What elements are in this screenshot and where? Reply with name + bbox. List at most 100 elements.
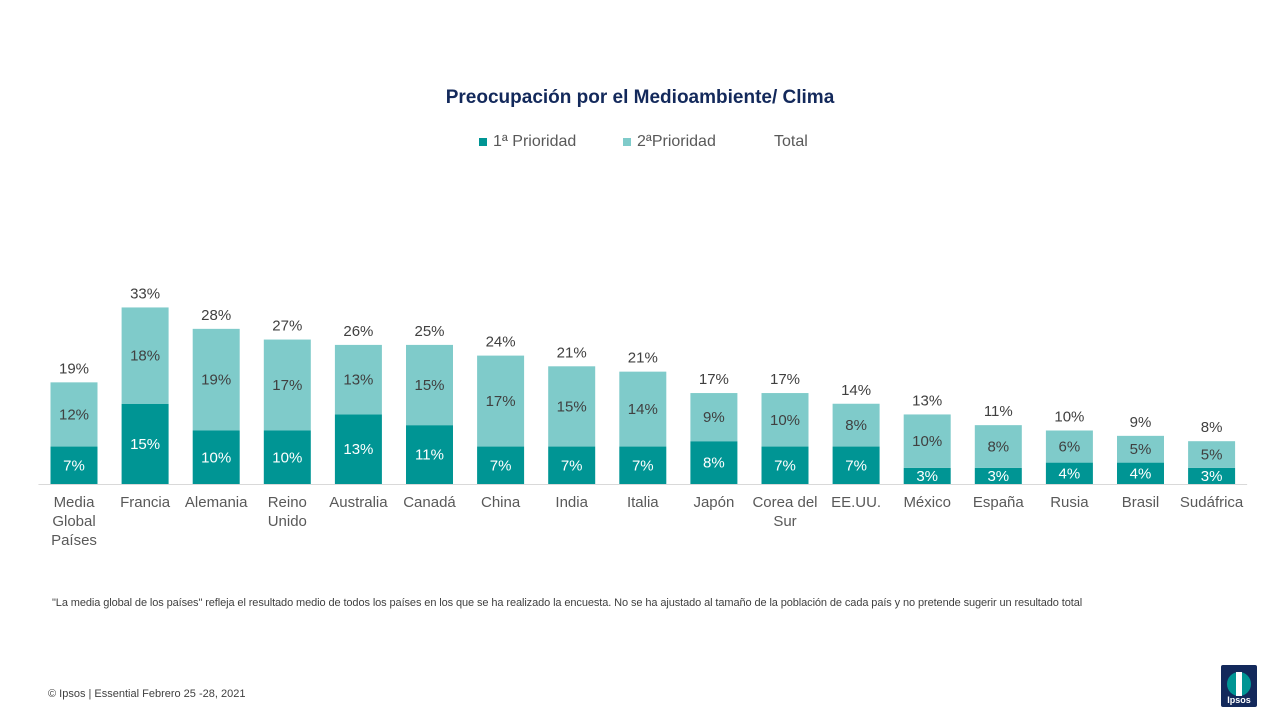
- category-label: Rusia: [1050, 494, 1089, 511]
- bar-first-priority: [1188, 467, 1236, 484]
- data-label-second-priority: 19%: [201, 372, 231, 389]
- data-label-first-priority: 7%: [774, 457, 796, 474]
- data-label-total: 33%: [130, 285, 160, 302]
- data-label-total: 17%: [699, 371, 729, 388]
- bar-first-priority: [761, 446, 809, 484]
- stacked-bar-chart: 7% 12% 19% Media Global Países 15% 18% 33% Franci…: [38, 285, 1248, 549]
- bar-first-priority: [548, 446, 596, 484]
- data-label-second-priority: 5%: [1130, 441, 1152, 458]
- bar-first-priority: [263, 430, 311, 484]
- category-label: India: [555, 494, 588, 511]
- category-label: Sudáfrica: [1180, 494, 1244, 511]
- bar-second-priority: [832, 403, 880, 447]
- bar-second-priority: [121, 307, 169, 404]
- category-label: Canadá: [403, 494, 456, 511]
- data-label-second-priority: 15%: [414, 377, 444, 394]
- bar-first-priority: [406, 425, 453, 484]
- data-label-total: 10%: [1054, 409, 1084, 426]
- category-label: Reino: [268, 494, 307, 511]
- bar-second-priority: [619, 371, 667, 447]
- ipsos-logo: Ipsos: [1221, 665, 1257, 707]
- bar-second-priority: [1188, 441, 1236, 468]
- footer-copyright: © Ipsos | Essential Febrero 25 -28, 2021: [48, 688, 246, 700]
- legend-label-first-priority: 1ª Prioridad: [493, 133, 577, 150]
- bar-second-priority: [192, 328, 240, 431]
- bar-first-priority: [192, 430, 240, 484]
- legend-label-total: Total: [774, 133, 808, 150]
- data-label-first-priority: 10%: [272, 449, 302, 466]
- data-label-second-priority: 5%: [1201, 447, 1223, 464]
- data-label-second-priority: 8%: [987, 439, 1009, 456]
- bar-first-priority: [974, 467, 1022, 484]
- data-label-total: 27%: [272, 318, 302, 335]
- bar-first-priority: [334, 414, 382, 484]
- legend-item-total: Total: [774, 133, 808, 151]
- data-label-total: 8%: [1201, 419, 1223, 436]
- category-label: Global: [52, 513, 95, 530]
- bar-first-priority: [832, 446, 880, 484]
- logo-text: Ipsos: [1227, 695, 1251, 705]
- bar-second-priority: [1045, 430, 1093, 463]
- data-label-total: 25%: [414, 323, 444, 340]
- data-label-second-priority: 14%: [628, 401, 658, 418]
- legend-item-first-priority: 1ª Prioridad: [479, 133, 576, 151]
- bar-first-priority: [1045, 462, 1093, 484]
- category-label: Francia: [120, 494, 171, 511]
- bar-second-priority: [974, 425, 1022, 468]
- data-label-first-priority: 7%: [63, 457, 85, 474]
- data-label-total: 21%: [628, 350, 658, 367]
- data-label-first-priority: 7%: [845, 457, 867, 474]
- data-label-second-priority: 15%: [557, 398, 587, 415]
- data-label-first-priority: 4%: [1059, 465, 1081, 482]
- data-label-first-priority: 4%: [1130, 465, 1152, 482]
- chart-title: Preocupación por el Medioambiente/ Clima: [445, 87, 835, 108]
- category-label: Alemania: [185, 494, 248, 511]
- bar-second-priority: [761, 393, 809, 447]
- data-label-total: 9%: [1130, 414, 1152, 431]
- bar-second-priority: [406, 344, 453, 426]
- data-label-total: 11%: [984, 403, 1013, 420]
- category-label: Brasil: [1122, 494, 1160, 511]
- data-label-first-priority: 7%: [561, 457, 583, 474]
- bar-second-priority: [334, 344, 382, 415]
- bar-first-priority: [619, 446, 667, 484]
- data-label-total: 17%: [770, 371, 800, 388]
- legend-swatch-second-priority: [623, 138, 631, 146]
- bar-first-priority: [690, 441, 738, 484]
- bar-second-priority: [263, 339, 311, 431]
- category-label: Países: [51, 532, 97, 549]
- data-label-first-priority: 13%: [343, 441, 373, 458]
- data-label-second-priority: 6%: [1059, 439, 1081, 456]
- data-label-second-priority: 10%: [770, 412, 800, 429]
- category-label: Australia: [329, 494, 388, 511]
- data-label-first-priority: 3%: [1201, 468, 1223, 485]
- data-label-first-priority: 11%: [415, 447, 444, 464]
- data-label-second-priority: 17%: [486, 393, 516, 410]
- bar-first-priority: [50, 446, 98, 484]
- data-label-first-priority: 10%: [201, 449, 231, 466]
- bar-second-priority: [690, 393, 738, 442]
- bar-first-priority: [1117, 462, 1164, 484]
- bar-second-priority: [1117, 435, 1164, 463]
- data-label-first-priority: 7%: [490, 457, 512, 474]
- category-label: España: [973, 494, 1025, 511]
- data-label-total: 26%: [343, 323, 373, 340]
- category-label: Unido: [268, 513, 307, 530]
- bar-first-priority: [121, 403, 169, 484]
- data-label-total: 19%: [59, 360, 89, 377]
- data-label-first-priority: 8%: [703, 455, 725, 472]
- data-label-first-priority: 15%: [130, 436, 160, 453]
- data-label-second-priority: 18%: [130, 348, 160, 365]
- data-label-total: 13%: [912, 392, 942, 409]
- data-label-total: 28%: [201, 307, 231, 324]
- bar-second-priority: [903, 414, 951, 468]
- data-label-total: 24%: [486, 334, 516, 351]
- data-label-second-priority: 13%: [343, 372, 373, 389]
- category-label: China: [481, 494, 521, 511]
- footnote: "La media global de los países" refleja …: [52, 597, 1083, 609]
- bar-second-priority: [548, 366, 596, 447]
- category-label: Italia: [627, 494, 659, 511]
- data-label-second-priority: 8%: [845, 417, 867, 434]
- data-label-second-priority: 9%: [703, 409, 725, 426]
- data-label-second-priority: 10%: [912, 433, 942, 450]
